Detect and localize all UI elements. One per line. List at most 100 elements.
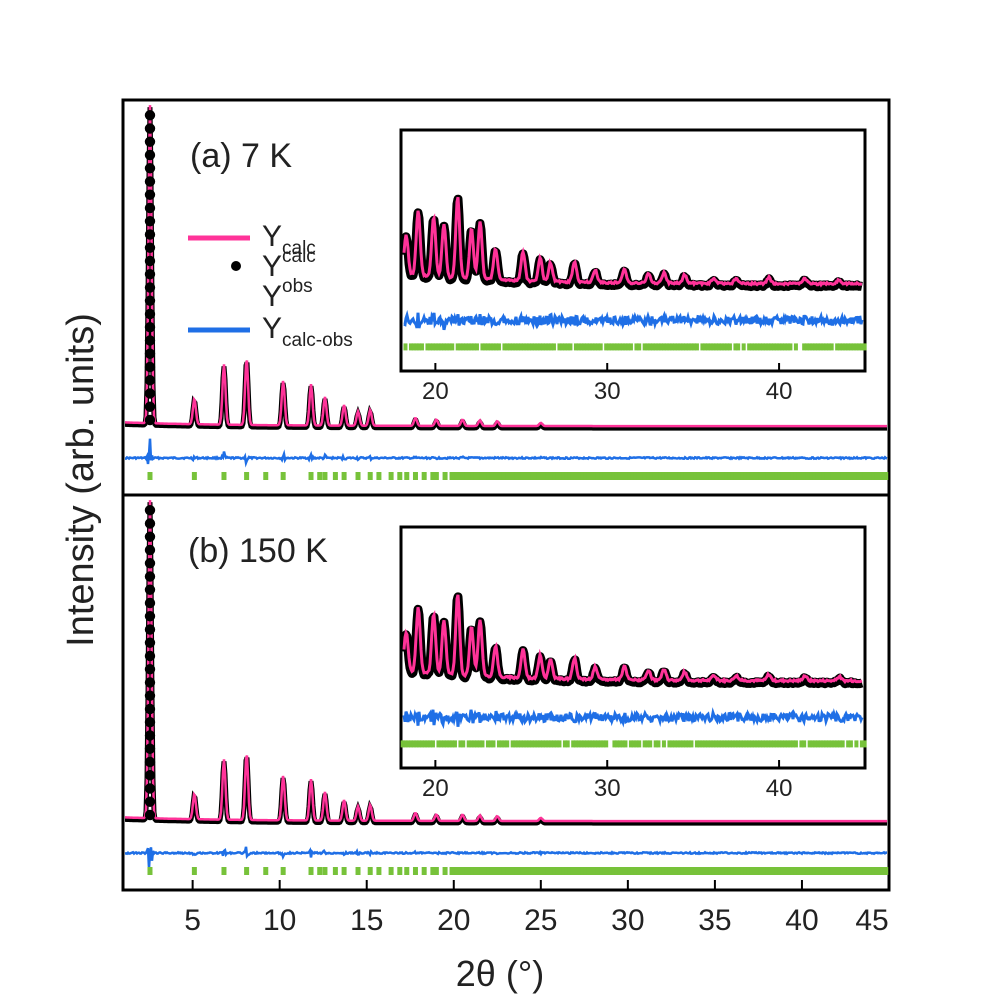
inset-bragg-tick: [496, 343, 501, 351]
inset-bragg-tick: [661, 740, 666, 748]
bragg-tick: [552, 867, 557, 875]
bragg-tick: [818, 867, 823, 875]
bragg-tick: [777, 867, 782, 875]
inset-bragg-tick: [675, 343, 680, 351]
bragg-tick: [805, 472, 810, 480]
inset-bragg-tick: [606, 343, 611, 351]
inset-bragg-tick: [672, 740, 677, 748]
bragg-tick: [501, 472, 506, 480]
inset-bragg-tick: [483, 343, 488, 351]
bragg-tick: [586, 472, 591, 480]
inset-bragg-tick: [461, 343, 466, 351]
inset-bragg-tick: [535, 343, 540, 351]
bragg-tick: [458, 472, 463, 480]
inset-bragg-tick: [568, 343, 573, 351]
bragg-tick: [827, 867, 832, 875]
x-axis-label: 2θ (°): [456, 953, 544, 994]
inset-bragg-tick: [617, 740, 622, 748]
bragg-tick: [699, 867, 704, 875]
bragg-tick: [837, 867, 842, 875]
bragg-tick: [680, 867, 685, 875]
bragg-tick: [649, 867, 654, 875]
bragg-tick: [536, 472, 541, 480]
inset-bragg-tick: [810, 740, 815, 748]
inset-bragg-tick: [615, 343, 620, 351]
bragg-tick: [649, 472, 654, 480]
obs-point: [144, 269, 156, 280]
obs-point: [144, 242, 156, 253]
inset-bragg-tick: [700, 343, 705, 351]
obs-point: [144, 202, 156, 214]
obs-point: [144, 216, 156, 227]
inset-bragg-tick: [507, 343, 512, 351]
bragg-tick: [824, 472, 829, 480]
bragg-tick: [674, 867, 679, 875]
inset-bragg-tick: [708, 343, 713, 351]
inset-bragg-tick: [472, 740, 477, 748]
inset-bragg-tick: [766, 343, 771, 351]
inset-bragg-tick: [782, 740, 787, 748]
inset-bragg-tick: [598, 343, 603, 351]
bragg-tick: [812, 472, 817, 480]
inset-bragg-tick: [590, 343, 595, 351]
bragg-tick: [762, 472, 767, 480]
bragg-tick: [630, 867, 635, 875]
bragg-tick: [815, 472, 820, 480]
inset-bragg-tick: [422, 740, 427, 748]
bragg-tick: [564, 867, 569, 875]
bragg-tick: [558, 867, 563, 875]
inset-bragg-tick: [857, 343, 862, 351]
inset-bragg-tick: [648, 740, 653, 748]
bragg-tick: [589, 472, 594, 480]
obs-point: [144, 650, 156, 662]
inset-bragg-tick: [406, 740, 411, 748]
inset-bragg-tick: [777, 343, 782, 351]
bragg-tick: [489, 472, 494, 480]
inset-bragg-tick: [439, 740, 444, 748]
inset-bragg-tick: [648, 343, 653, 351]
inset-bragg-tick: [557, 740, 562, 748]
bragg-tick: [868, 867, 873, 875]
bragg-tick: [221, 472, 227, 480]
x-tick-label: 45: [855, 904, 888, 937]
inset-bragg-tick: [758, 343, 763, 351]
bragg-tick: [661, 867, 666, 875]
bragg-tick: [693, 867, 698, 875]
bragg-tick: [774, 472, 779, 480]
inset-bragg-tick: [612, 740, 617, 748]
inset-bragg-tick: [576, 343, 581, 351]
bragg-tick: [733, 472, 738, 480]
legend-sub: calc-obs: [282, 330, 353, 351]
bragg-tick: [677, 867, 682, 875]
bragg-tick: [620, 867, 625, 875]
inset-bragg-tick: [826, 740, 831, 748]
bragg-tick: [308, 867, 314, 875]
inset-bragg-tick: [488, 343, 493, 351]
inset-bragg-tick: [576, 740, 581, 748]
inset-bragg-tick: [620, 343, 625, 351]
bragg-tick: [646, 472, 651, 480]
obs-point: [144, 149, 156, 161]
bragg-tick: [517, 867, 522, 875]
inset-bragg-tick: [615, 740, 620, 748]
bragg-tick: [611, 472, 616, 480]
obs-point: [144, 255, 156, 267]
inset-bragg-tick: [705, 740, 710, 748]
bragg-tick: [599, 472, 604, 480]
bragg-tick: [454, 867, 459, 875]
bragg-tick: [602, 867, 607, 875]
bragg-tick: [812, 867, 817, 875]
bragg-tick: [397, 472, 403, 480]
inset-bragg-tick: [760, 740, 765, 748]
inset-diff-trace: [403, 309, 864, 331]
inset-bragg-tick: [419, 740, 424, 748]
inset-bragg-tick: [562, 343, 567, 351]
inset-bragg-tick: [807, 740, 812, 748]
inset-bragg-tick: [722, 343, 727, 351]
bragg-tick: [686, 472, 691, 480]
inset-bragg-tick: [532, 343, 537, 351]
bragg-tick: [755, 867, 760, 875]
inset-bragg-tick: [840, 343, 845, 351]
inset-bragg-tick: [408, 740, 413, 748]
panel-a: [125, 105, 889, 480]
